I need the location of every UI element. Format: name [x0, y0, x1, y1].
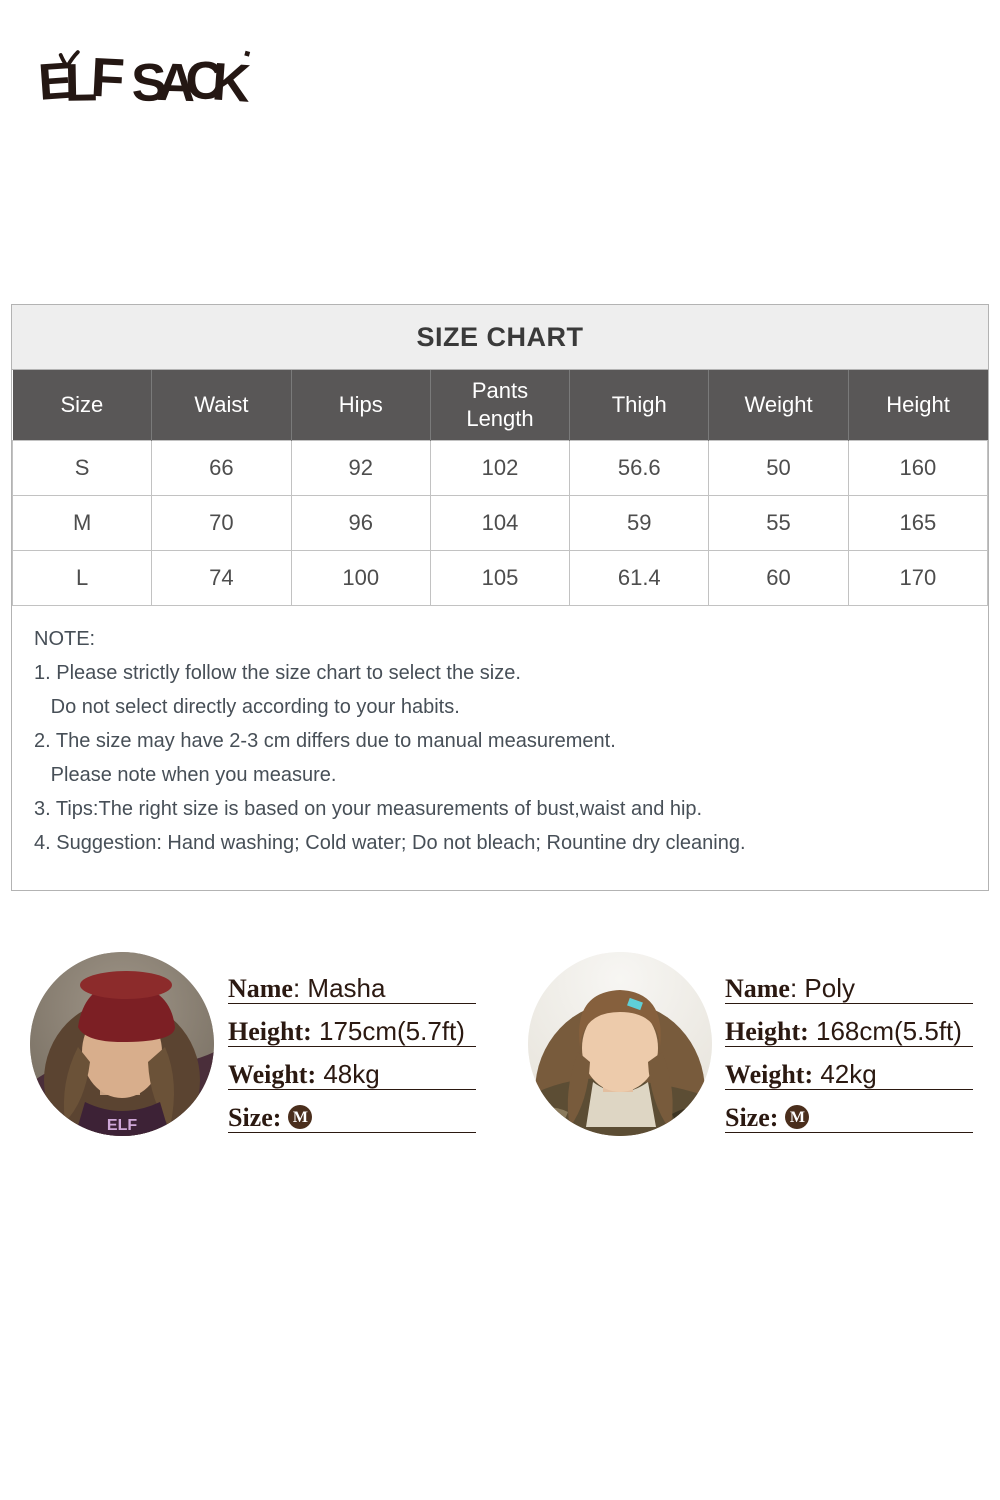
- svg-text:ELF: ELF: [107, 1117, 137, 1134]
- svg-text:K: K: [210, 52, 252, 112]
- svg-text:F: F: [89, 46, 124, 110]
